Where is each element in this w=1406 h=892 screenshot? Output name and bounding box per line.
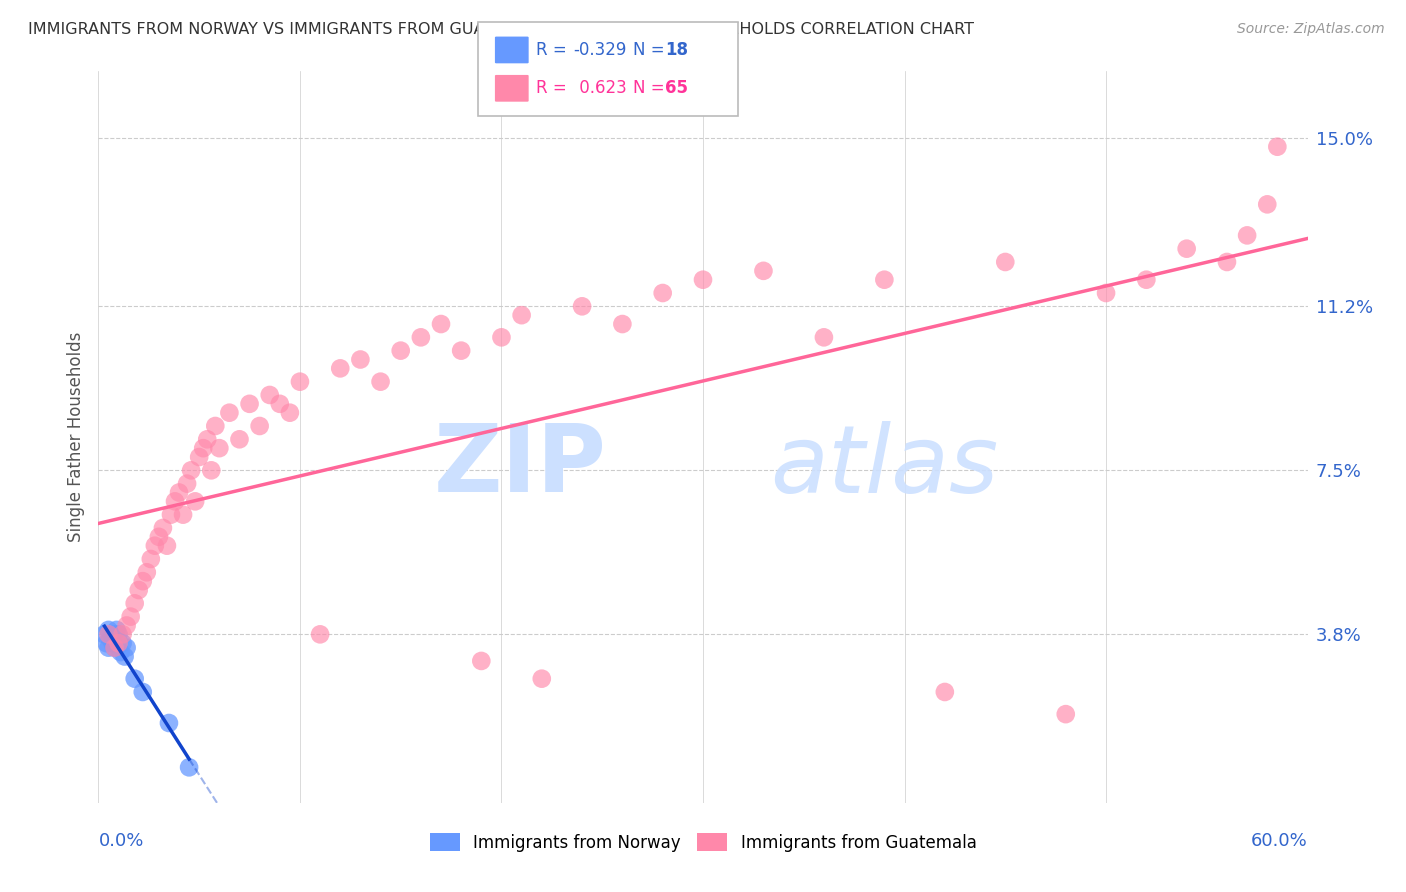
Text: -0.329: -0.329 — [574, 41, 627, 59]
Text: ZIP: ZIP — [433, 420, 606, 512]
Point — [107, 627, 129, 641]
Point — [204, 419, 226, 434]
Text: R =: R = — [536, 79, 572, 97]
Point — [994, 255, 1017, 269]
Point — [1216, 255, 1239, 269]
Point — [143, 539, 166, 553]
Text: Source: ZipAtlas.com: Source: ZipAtlas.com — [1237, 22, 1385, 37]
Point — [179, 760, 201, 774]
Point — [195, 432, 218, 446]
Point — [115, 618, 138, 632]
Point — [470, 654, 492, 668]
Point — [101, 636, 124, 650]
Text: 65: 65 — [665, 79, 688, 97]
Point — [612, 317, 634, 331]
Point — [873, 273, 896, 287]
Text: 18: 18 — [665, 41, 688, 59]
Point — [1175, 242, 1198, 256]
Text: R =: R = — [536, 41, 572, 59]
Point — [148, 530, 170, 544]
Point — [228, 432, 250, 446]
Point — [813, 330, 835, 344]
Point — [1267, 139, 1289, 153]
Point — [97, 640, 120, 655]
Point — [491, 330, 513, 344]
Point — [218, 406, 240, 420]
Point — [93, 627, 115, 641]
Point — [115, 640, 138, 655]
Point — [934, 685, 956, 699]
Point — [530, 672, 553, 686]
Point — [259, 388, 281, 402]
Point — [111, 627, 134, 641]
Point — [249, 419, 271, 434]
Point — [288, 375, 311, 389]
Point — [329, 361, 352, 376]
Point — [651, 285, 673, 300]
Point — [1054, 707, 1077, 722]
Point — [1135, 273, 1157, 287]
Point — [180, 463, 202, 477]
Point — [752, 264, 775, 278]
Point — [135, 566, 157, 580]
Point — [124, 596, 146, 610]
Text: atlas: atlas — [770, 421, 998, 512]
Point — [107, 636, 129, 650]
Point — [193, 441, 215, 455]
Point — [100, 632, 122, 646]
Point — [97, 627, 120, 641]
Point — [97, 623, 120, 637]
Point — [103, 627, 125, 641]
Point — [349, 352, 371, 367]
Point — [389, 343, 412, 358]
Point — [1095, 285, 1118, 300]
Point — [103, 640, 125, 655]
Point — [692, 273, 714, 287]
Point — [409, 330, 432, 344]
Legend: Immigrants from Norway, Immigrants from Guatemala: Immigrants from Norway, Immigrants from … — [425, 829, 981, 856]
Point — [188, 450, 211, 464]
Point — [309, 627, 332, 641]
Point — [370, 375, 392, 389]
Text: N =: N = — [633, 79, 669, 97]
Point — [167, 485, 190, 500]
Point — [156, 539, 179, 553]
Text: IMMIGRANTS FROM NORWAY VS IMMIGRANTS FROM GUATEMALA SINGLE FATHER HOUSEHOLDS COR: IMMIGRANTS FROM NORWAY VS IMMIGRANTS FRO… — [28, 22, 974, 37]
Point — [184, 494, 207, 508]
Point — [163, 494, 186, 508]
Point — [124, 672, 146, 686]
Point — [160, 508, 183, 522]
Text: 60.0%: 60.0% — [1251, 832, 1308, 850]
Text: N =: N = — [633, 41, 669, 59]
Point — [172, 508, 194, 522]
Y-axis label: Single Father Households: Single Father Households — [66, 332, 84, 542]
Point — [510, 308, 533, 322]
Point — [110, 645, 132, 659]
Point — [450, 343, 472, 358]
Point — [96, 636, 118, 650]
Point — [105, 623, 128, 637]
Text: 0.0%: 0.0% — [98, 832, 143, 850]
Point — [132, 685, 155, 699]
Point — [430, 317, 453, 331]
Point — [176, 476, 198, 491]
Point — [239, 397, 262, 411]
Point — [571, 299, 593, 313]
Point — [128, 582, 150, 597]
Point — [132, 574, 155, 589]
Point — [111, 636, 134, 650]
Point — [157, 716, 180, 731]
Point — [208, 441, 231, 455]
Point — [103, 640, 125, 655]
Text: 0.623: 0.623 — [574, 79, 627, 97]
Point — [200, 463, 222, 477]
Point — [278, 406, 301, 420]
Point — [1256, 197, 1278, 211]
Point — [139, 552, 162, 566]
Point — [114, 649, 136, 664]
Point — [269, 397, 291, 411]
Point — [120, 609, 142, 624]
Point — [1236, 228, 1258, 243]
Point — [152, 521, 174, 535]
